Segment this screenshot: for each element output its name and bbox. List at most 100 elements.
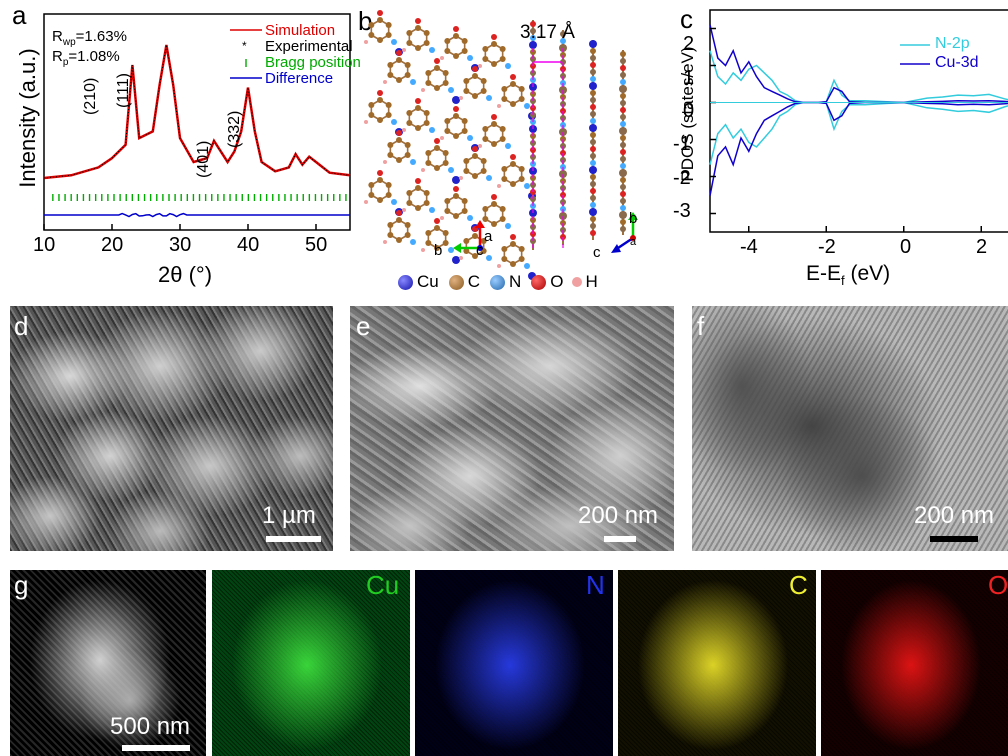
legend-bragg-label: Bragg position bbox=[265, 54, 361, 71]
carbon-atom bbox=[368, 102, 375, 108]
xrd-xtick-40: 40 bbox=[237, 234, 260, 256]
spacing-label: 3.17 Å bbox=[520, 22, 575, 43]
carbon-atom bbox=[415, 185, 421, 191]
oxygen-atom bbox=[396, 130, 402, 136]
stack-atom bbox=[620, 191, 626, 197]
oxygen-atom bbox=[453, 106, 459, 112]
hydrogen-atom bbox=[440, 56, 444, 60]
carbon-atom bbox=[423, 110, 430, 116]
carbon-atom bbox=[368, 192, 375, 198]
cu-atom-icon bbox=[398, 274, 413, 290]
stack-atom bbox=[590, 139, 596, 145]
stack-atom bbox=[590, 104, 596, 110]
carbon-atom bbox=[442, 230, 449, 236]
carbon-atom bbox=[482, 46, 489, 52]
rp-value: =1.08% bbox=[68, 48, 120, 65]
panel-label-b: b bbox=[358, 6, 373, 36]
carbon-atom bbox=[499, 56, 506, 62]
stack-atom bbox=[560, 38, 566, 44]
oxygen-atom bbox=[510, 234, 516, 240]
nitrogen-atom bbox=[429, 127, 435, 133]
carbon-atom bbox=[453, 213, 459, 219]
carbon-atom bbox=[501, 256, 508, 262]
carbon-atom bbox=[472, 253, 478, 259]
legend-experimental-marker: * bbox=[242, 39, 247, 53]
carbon-atom bbox=[377, 37, 383, 43]
pdos-ytick-2: 2 bbox=[683, 33, 695, 55]
carbon-atom bbox=[434, 85, 440, 91]
copper-atom bbox=[452, 256, 460, 264]
peak-label-210: (210) bbox=[82, 77, 99, 115]
c-atom-icon bbox=[448, 274, 464, 290]
rp-symbol: R bbox=[52, 48, 63, 65]
hydrogen-atom bbox=[478, 144, 482, 148]
oxygen-atom bbox=[491, 34, 497, 40]
carbon-atom bbox=[472, 233, 478, 239]
hydrogen-atom bbox=[402, 208, 406, 212]
stack-atom bbox=[590, 174, 596, 180]
stack-atom bbox=[619, 85, 627, 93]
stack-atom bbox=[620, 93, 626, 99]
structure-stacking-view bbox=[529, 20, 627, 250]
pdos-xtick-m2: -2 bbox=[818, 236, 836, 258]
carbon-atom bbox=[501, 86, 508, 92]
atom-label-c: C bbox=[467, 272, 481, 291]
carbon-atom bbox=[434, 145, 440, 151]
carbon-atom bbox=[406, 120, 413, 126]
pdos-xlabel-unit: (eV) bbox=[844, 262, 891, 285]
eds-map-cu bbox=[212, 570, 410, 756]
n-atom-icon bbox=[490, 274, 506, 290]
carbon-atom bbox=[453, 133, 459, 139]
pdos-xlabel-main: E-E bbox=[806, 262, 842, 285]
rwp-value: =1.63% bbox=[75, 28, 127, 45]
carbon-atom bbox=[463, 158, 470, 164]
hydrogen-atom bbox=[459, 256, 463, 260]
stack-atom bbox=[590, 48, 596, 54]
stack-atom bbox=[530, 35, 536, 41]
stack-atom bbox=[620, 135, 626, 141]
carbon-atom bbox=[425, 160, 432, 166]
axis-c-point bbox=[477, 245, 483, 251]
carbon-atom bbox=[396, 57, 402, 63]
carbon-atom bbox=[385, 192, 392, 198]
stack-atom bbox=[620, 198, 626, 204]
carbon-atom bbox=[368, 112, 375, 118]
nitrogen-atom bbox=[391, 199, 397, 205]
carbon-atom bbox=[387, 62, 394, 68]
pdos-chart bbox=[709, 9, 1008, 233]
carbon-atom bbox=[461, 118, 468, 124]
panel-label-a: a bbox=[12, 0, 27, 30]
stack-atom bbox=[590, 216, 596, 222]
pdos-ytick-0: 0 bbox=[683, 100, 695, 122]
hydrogen-atom bbox=[497, 184, 501, 188]
carbon-atom bbox=[415, 125, 421, 131]
xrd-rp: Rp=1.08% bbox=[52, 48, 120, 68]
carbon-atom bbox=[415, 105, 421, 111]
carbon-atom bbox=[434, 65, 440, 71]
xrd-xtick-30: 30 bbox=[169, 234, 192, 256]
carbon-atom bbox=[491, 61, 497, 67]
crystal-structure bbox=[364, 10, 638, 280]
tem-image-f bbox=[692, 306, 1008, 551]
carbon-atom bbox=[368, 32, 375, 38]
peak-label-401: (401) bbox=[195, 140, 212, 178]
carbon-atom bbox=[480, 88, 487, 94]
nitrogen-atom bbox=[391, 39, 397, 45]
carbon-atom bbox=[385, 32, 392, 38]
rp-sub: p bbox=[62, 57, 69, 68]
scalebar-label-g: 500 nm bbox=[110, 713, 191, 740]
carbon-atom bbox=[491, 221, 497, 227]
carbon-atom bbox=[415, 25, 421, 31]
stack-atom bbox=[620, 58, 626, 64]
pdos-xtick-0: 0 bbox=[900, 236, 912, 258]
stack-atom bbox=[620, 219, 626, 225]
carbon-atom bbox=[491, 41, 497, 47]
nitrogen-atom bbox=[524, 263, 530, 269]
oxygen-atom bbox=[472, 66, 478, 72]
carbon-atom bbox=[461, 128, 468, 134]
oxygen-atom bbox=[491, 114, 497, 120]
carbon-atom bbox=[434, 225, 440, 231]
stack-atom bbox=[590, 160, 596, 166]
stack-atom bbox=[620, 149, 626, 155]
carbon-atom bbox=[442, 70, 449, 76]
